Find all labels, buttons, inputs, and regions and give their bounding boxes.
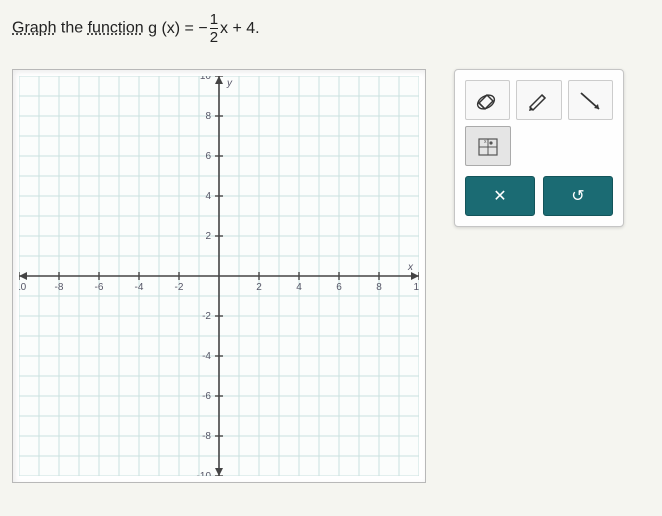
svg-text:4: 4 (205, 191, 211, 202)
svg-text:-8: -8 (202, 431, 211, 442)
eraser-tool-button[interactable] (465, 80, 510, 120)
svg-text:-2: -2 (175, 282, 184, 293)
toolbox: x ✕ ↺ (454, 69, 624, 227)
grid-point-icon: x (473, 131, 503, 161)
undo-button[interactable]: ↺ (543, 176, 613, 216)
pencil-tool-button[interactable] (516, 80, 561, 120)
svg-text:8: 8 (376, 282, 382, 293)
undo-icon: ↺ (571, 186, 584, 206)
svg-text:x: x (484, 139, 487, 145)
svg-text:10: 10 (413, 282, 419, 293)
line-tool-button[interactable] (568, 80, 613, 120)
pencil-icon (524, 85, 554, 115)
svg-text:2: 2 (205, 231, 211, 242)
svg-text:-8: -8 (55, 282, 64, 293)
grid-point-tool-button[interactable]: x (465, 126, 511, 166)
coordinate-grid[interactable]: -10 -8 -6 -4 -2 2 4 6 8 10 -10 -8 -6 -4 -2 2 4 6 8 10 x y (19, 76, 419, 476)
svg-text:2: 2 (256, 282, 262, 293)
graph-word: Graph (12, 20, 56, 37)
equation: g (x) = − 1 2 x + 4. (148, 12, 260, 45)
svg-text:-2: -2 (202, 311, 211, 322)
svg-text:-6: -6 (95, 282, 104, 293)
svg-text:x: x (407, 262, 414, 273)
svg-text:4: 4 (296, 282, 302, 293)
fraction: 1 2 (210, 12, 218, 45)
svg-text:8: 8 (205, 111, 211, 122)
svg-text:y: y (226, 78, 233, 89)
svg-text:-10: -10 (197, 471, 212, 476)
svg-text:10: 10 (200, 76, 212, 82)
eraser-icon (473, 85, 503, 115)
close-icon: ✕ (493, 186, 506, 206)
line-icon (575, 85, 605, 115)
close-button[interactable]: ✕ (465, 176, 535, 216)
graph-panel[interactable]: -10 -8 -6 -4 -2 2 4 6 8 10 -10 -8 -6 -4 -2 2 4 6 8 10 x y (12, 69, 426, 483)
svg-text:-4: -4 (202, 351, 211, 362)
svg-text:-10: -10 (19, 282, 27, 293)
svg-text:-4: -4 (135, 282, 144, 293)
svg-text:-6: -6 (202, 391, 211, 402)
svg-text:6: 6 (205, 151, 211, 162)
svg-text:6: 6 (336, 282, 342, 293)
problem-statement: Graph the function g (x) = − 1 2 x + 4. (12, 12, 650, 45)
function-word: function (88, 20, 144, 37)
